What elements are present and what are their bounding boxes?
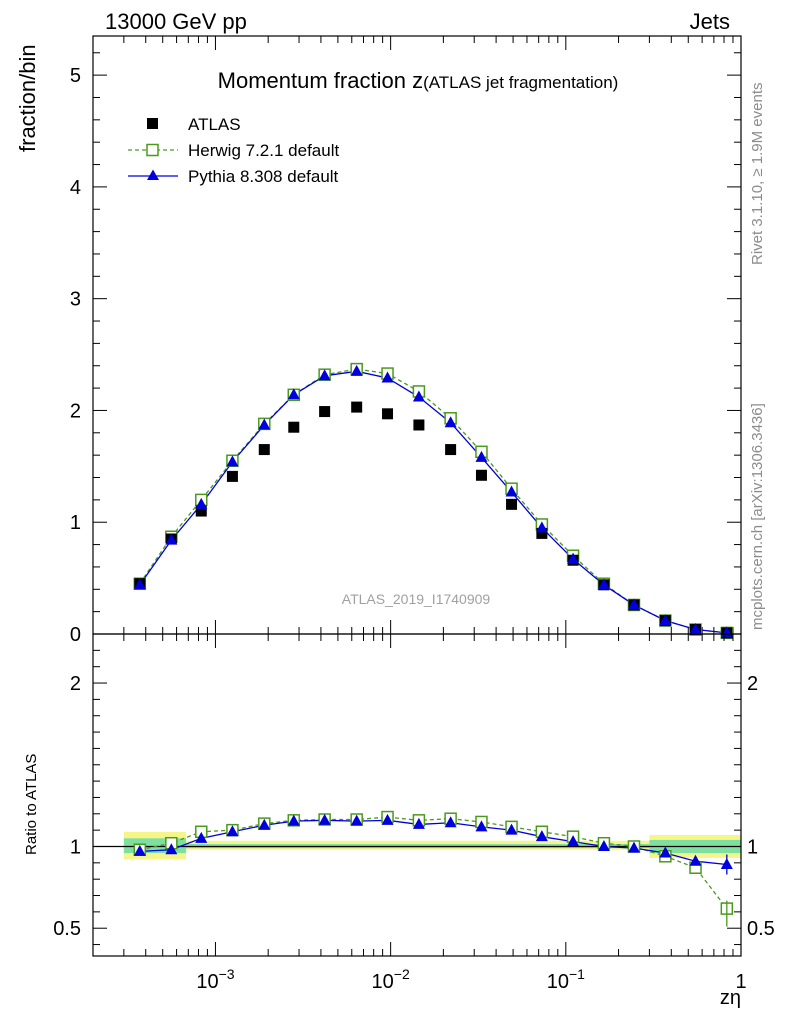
- pythia-ratio-point: [226, 825, 239, 837]
- pythia-point: [412, 390, 425, 402]
- pythia-point: [258, 418, 271, 430]
- pythia-point: [597, 578, 610, 590]
- ratio-xtick-label: 10−2: [372, 966, 410, 993]
- atlas-point: [475, 469, 487, 481]
- rivet-label: Rivet 3.1.10, ≥ 1.9M events: [749, 83, 766, 266]
- legend-pythia-label: Pythia 8.308 default: [188, 167, 339, 186]
- legend-herwig-label: Herwig 7.2.1 default: [188, 141, 339, 160]
- ratio-xtick-label: 10−3: [196, 966, 234, 993]
- atlas-point: [319, 406, 331, 418]
- main-panel: fraction/bin Momentum fraction z(ATLAS j…: [15, 35, 742, 646]
- main-ytick-label: 5: [70, 65, 81, 87]
- atlas-point: [413, 419, 425, 431]
- ratio-ylabel: Ratio to ATLAS: [23, 754, 40, 855]
- pythia-ratio-point: [318, 813, 331, 825]
- ratio-series: [133, 810, 734, 927]
- ratio-xtick-label: 1: [735, 971, 746, 993]
- ratio-ytick-label-right: 0.5: [747, 918, 775, 940]
- atlas-point: [382, 408, 394, 420]
- header-right: Jets: [690, 9, 730, 34]
- main-ylabel: fraction/bin: [15, 44, 40, 152]
- legend-atlas-label: ATLAS: [188, 115, 241, 134]
- legend-herwig-marker: [146, 143, 159, 157]
- pythia-ratio-point: [535, 830, 548, 842]
- pythia-ratio-point: [165, 843, 178, 855]
- pythia-ratio-point: [381, 813, 394, 825]
- mcplots-label: mcplots.cern.ch [arXiv:1306.3436]: [749, 403, 766, 630]
- pythia-ratio-point: [505, 823, 518, 835]
- ratio-bands: [123, 831, 741, 860]
- atlas-point: [226, 470, 238, 482]
- atlas-point: [536, 527, 548, 539]
- main-xaxis: [92, 36, 742, 634]
- atlas-point: [195, 505, 207, 517]
- main-title: Momentum fraction z(ATLAS jet fragmentat…: [218, 68, 619, 93]
- main-title-main: Momentum fraction: [218, 68, 412, 93]
- main-title-sub: (ATLAS jet fragmentation): [423, 73, 618, 92]
- pythia-point: [318, 369, 331, 381]
- pythia-ratio-point: [287, 814, 300, 826]
- main-ytick-label: 0: [70, 624, 81, 646]
- main-title-var: z: [412, 68, 423, 93]
- atlas-point: [445, 444, 457, 456]
- atlas-point: [258, 444, 270, 456]
- pythia-ratio-point: [689, 854, 702, 866]
- pythia-point: [535, 521, 548, 533]
- pythia-point: [659, 614, 672, 626]
- pythia-point: [689, 623, 702, 635]
- main-ytick-label: 2: [70, 400, 81, 422]
- main-ytick-label: 4: [70, 177, 81, 199]
- ratio-panel: Ratio to ATLAS 0.5 0.51 12 2 10−3 10−2 10−1 1 …: [23, 633, 775, 1009]
- pythia-ratio-point: [567, 835, 580, 847]
- main-ytick-label: 3: [70, 289, 81, 311]
- atlas-point: [506, 498, 518, 510]
- pythia-point: [350, 364, 363, 376]
- pythia-ratio-point: [258, 818, 271, 830]
- pythia-ratio-point: [475, 820, 488, 832]
- header-left: 13000 GeV pp: [105, 9, 247, 34]
- legend: ATLAS Herwig 7.2.1 default Pythia 8.308 …: [128, 115, 339, 186]
- pythia-point: [165, 533, 178, 545]
- ratio-ytick-label-right: 1: [747, 836, 758, 858]
- ratio-frame: [92, 633, 742, 957]
- xaxis-label: zη: [720, 987, 741, 1009]
- pythia-point: [567, 552, 580, 564]
- ratio-ytick-label-left: 1: [70, 836, 81, 858]
- pythia-ratio-point: [195, 831, 208, 843]
- pythia-point: [444, 416, 457, 428]
- pythia-point: [287, 388, 300, 400]
- pythia-point: [226, 455, 239, 467]
- pythia-point: [133, 578, 146, 590]
- pythia-ratio-point: [597, 839, 610, 851]
- pythia-point: [381, 371, 394, 383]
- ratio-xaxis: 10−3 10−2 10−1 1: [92, 634, 747, 993]
- pythia-ratio-point: [627, 841, 640, 853]
- pythia-ratio-point: [350, 814, 363, 826]
- ratio-ytick-label-left: 2: [70, 673, 81, 695]
- pythia-point: [475, 450, 488, 462]
- ratio-yaxis: 0.5 0.5 1 1 2 2: [53, 649, 775, 946]
- main-series: [133, 362, 734, 640]
- watermark: ATLAS_2019_I1740909: [342, 591, 491, 607]
- pythia-point: [627, 598, 640, 610]
- atlas-point: [351, 401, 363, 413]
- ratio-ytick-label-left: 0.5: [53, 918, 81, 940]
- legend-pythia-marker: [147, 169, 159, 180]
- main-yaxis: 0 1 2 3 4 5: [70, 52, 741, 646]
- pythia-ratio-point: [444, 816, 457, 828]
- pythia-ratio-point: [659, 846, 672, 858]
- pythia-point: [195, 497, 208, 509]
- main-ytick-label: 1: [70, 512, 81, 534]
- pythia-ratio-point: [133, 844, 146, 856]
- atlas-point: [288, 421, 300, 433]
- ratio-ytick-label-right: 2: [747, 673, 758, 695]
- pythia-ratio-point: [412, 817, 425, 829]
- ratio-xtick-label: 10−1: [547, 966, 585, 993]
- pythia-point: [505, 485, 518, 497]
- legend-atlas-marker: [147, 118, 158, 129]
